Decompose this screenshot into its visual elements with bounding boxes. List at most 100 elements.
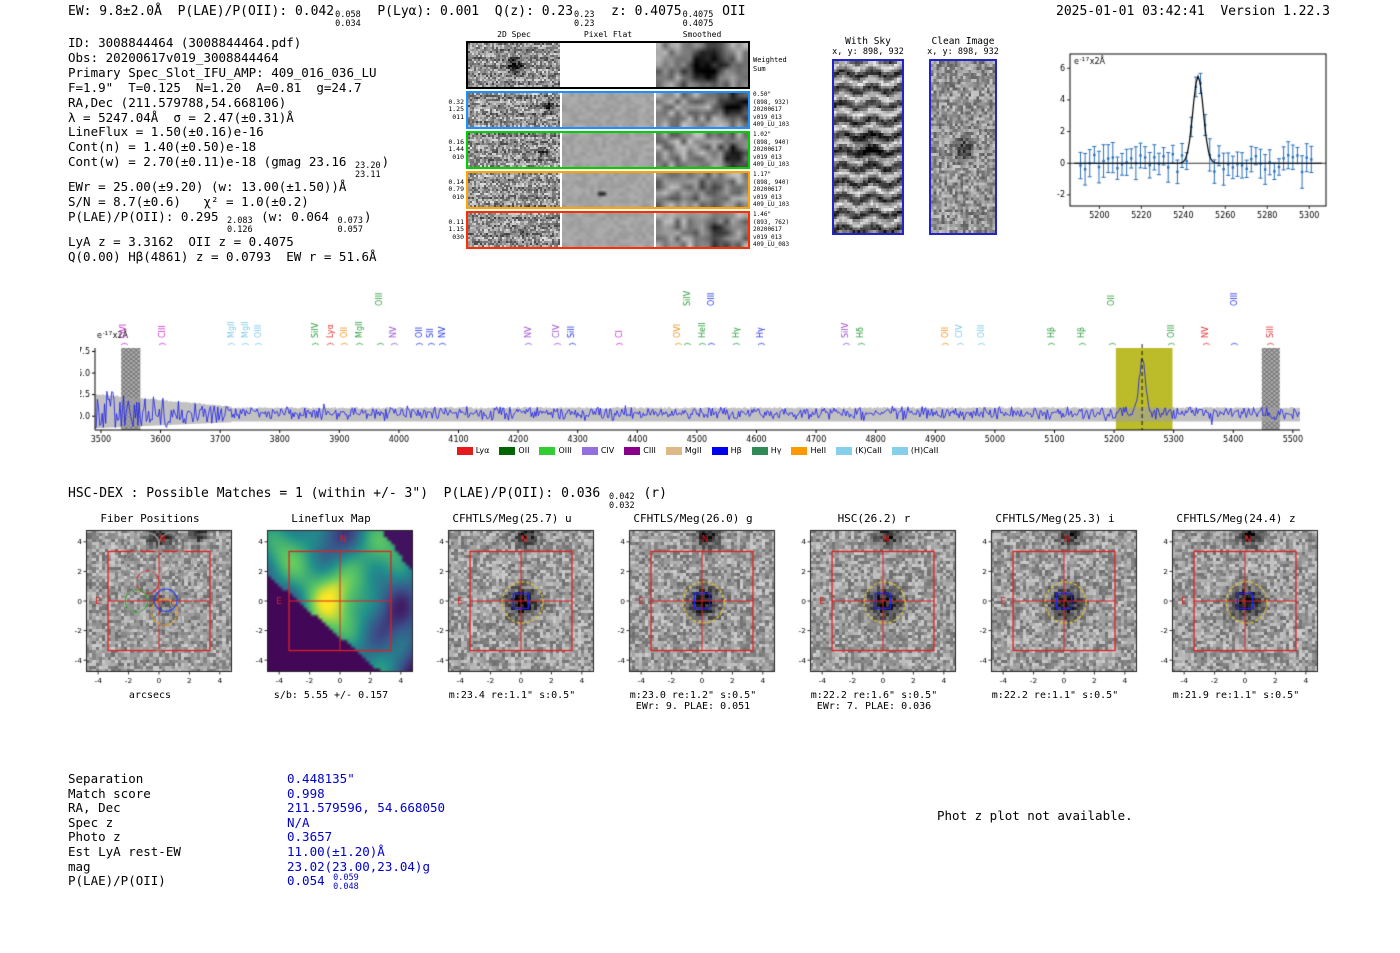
cutout-title: CFHTLS/Meg(25.7) u (452, 512, 572, 525)
info-radec: RA,Dec (211.579788,54.668106) (68, 94, 287, 110)
hscdex-error-stack: 0.042 0.032 (609, 493, 635, 511)
error-hi: 0.4075 (682, 10, 714, 20)
clean-title: Clean Image (931, 36, 995, 47)
plae-error-stack: 0.058 0.034 (335, 11, 361, 29)
info-seeing: F=1.9" T=0.125 N=1.20 A=0.81 g=24.7 (68, 79, 362, 95)
summary-plya-qz: P(Lyα): 0.001 Q(z): 0.23 (361, 4, 574, 19)
legend-swatch (891, 446, 908, 455)
info-cont-n: Cont(n) = 1.40(±0.50)e-18 (68, 139, 257, 155)
summary-z: z: 0.4075 (595, 4, 682, 19)
clean-xy: x, y: 898, 932 (927, 47, 999, 57)
legend-swatch (836, 446, 853, 455)
spectrum-legend: Lyα OII OIII CIV CIII MgII Hβ Hγ HeII (K… (95, 446, 1300, 455)
plae-stack-1: 2.083 0.126 (227, 215, 253, 235)
match-row-specz: Spec z N/A (68, 814, 310, 830)
error-lo: 23.11 (354, 170, 381, 181)
legend-label: Hβ (730, 446, 742, 455)
plae-text: P(LAE)/P(OII): 0.295 (68, 208, 227, 224)
z-band-cutout-canvas (1146, 526, 1326, 690)
info-cont-w: Cont(w) = 2.70(±0.11)e-18 (gmag 23.16 23… (68, 154, 389, 181)
hscdex-matches-line: HSC-DEX : Possible Matches = 1 (within +… (68, 486, 667, 511)
i-band-cutout-canvas (965, 526, 1145, 690)
cutout-panel-u-band: CFHTLS/Meg(25.7) u m:23.4 re:1.1" s:0.5" (422, 512, 602, 701)
r-band-cutout-canvas (784, 526, 964, 690)
legend-label: CIII (643, 446, 656, 455)
line-fit-canvas (1036, 42, 1336, 234)
match-plae-error-stack: 0.059 0.048 (333, 874, 359, 892)
legend-swatch (499, 446, 516, 455)
legend-label: OII (518, 446, 530, 455)
legend-label: Hγ (770, 446, 782, 455)
info-ewr: EWr = 25.00(±9.20) (w: 13.00(±1.50))Å (68, 179, 347, 195)
info-redshifts: LyA z = 3.3162 OII z = 0.4075 (68, 233, 294, 249)
cutout-stats: m:23.4 re:1.1" s:0.5" (448, 690, 576, 701)
spec2d-column-headers: 2D Spec Pixel Flat Smoothed (446, 30, 806, 41)
cutout-stats: m:21.9 re:1.1" s:0.5" (1172, 690, 1300, 701)
legend-item: CIII (624, 446, 656, 455)
error-lo: 0.126 (227, 224, 253, 235)
cutout-title: CFHTLS/Meg(26.0) g (633, 512, 753, 525)
col-header-2dspec: 2D Spec (497, 30, 531, 39)
clean-image-panel: Clean Image x, y: 898, 932 (924, 36, 1002, 235)
legend-item: OIII (539, 446, 572, 455)
pixel-flat-image (562, 93, 654, 127)
match-row-mag: mag 23.02(23.00,23.04)g (68, 858, 430, 874)
u-band-cutout-canvas (422, 526, 602, 690)
legend-swatch (456, 446, 473, 455)
detection-info-block: ID: 3008844464 (3008844464.pdf) Obs: 202… (68, 35, 389, 265)
fiber-weights: 0.16 1.44 010 (448, 137, 464, 161)
cutout-panel-fiber-positions: Fiber Positions arcsecs (60, 512, 240, 701)
z-error-stack: 0.4075 0.4075 (683, 11, 714, 29)
weighted-label: Weighted (753, 56, 787, 65)
error-lo: 0.23 (574, 18, 595, 29)
cutout-title: CFHTLS/Meg(24.4) z (1176, 512, 1296, 525)
cutout-panel-z-band: CFHTLS/Meg(24.4) z m:21.9 re:1.1" s:0.5" (1146, 512, 1326, 701)
cutout-xlabel: arcsecs (128, 690, 172, 701)
cutout-title: Lineflux Map (291, 512, 371, 525)
info-obs: Obs: 20200617v019_3008844464 (68, 49, 279, 65)
info-lineflux: LineFlux = 1.50(±0.16)e-16 (68, 124, 264, 140)
spec2d-strip (466, 41, 750, 89)
error-lo: 0.032 (609, 500, 635, 511)
withsky-title: With Sky (845, 36, 891, 47)
plae-close: ) (364, 208, 372, 224)
error-lo: 0.4075 (682, 18, 714, 29)
error-lo: 0.057 (337, 224, 364, 235)
smoothed-image (656, 93, 748, 127)
cutout-title: HSC(26.2) r (837, 512, 911, 525)
spec2d-fiber-row-4: 0.11 1.15 030 1.46" (893, 762) 20200617 v019_… (446, 211, 806, 249)
error-hi: 0.058 (335, 10, 361, 20)
legend-item: (H)CaII (891, 446, 938, 455)
legend-swatch (791, 446, 808, 455)
error-hi: 0.23 (574, 10, 595, 20)
legend-item: MgII (665, 446, 702, 455)
legend-swatch (539, 446, 556, 455)
legend-label: Lyα (475, 446, 490, 455)
error-hi: 2.083 (227, 215, 253, 226)
g-band-cutout-canvas (603, 526, 783, 690)
cutout-stats: m:23.0 re:1.2" s:0.5" (629, 690, 757, 701)
info-primary-spec: Primary Spec_Slot_IFU_AMP: 409_016_036_L… (68, 64, 377, 80)
fiber-weights: 0.14 0.79 010 (448, 177, 464, 201)
timestamp-version: 2025-01-01 03:42:41 Version 1.22.3 (1056, 4, 1330, 19)
weighted-sum-label: Weighted Sum (750, 41, 806, 89)
cutout-panel-r-band: HSC(26.2) r m:22.2 re:1.6" s:0.5" EWr: 7… (784, 512, 964, 712)
legend-label: HeII (810, 446, 827, 455)
cutout-panel-g-band: CFHTLS/Meg(26.0) g m:23.0 re:1.2" s:0.5"… (603, 512, 783, 712)
legend-item: (K)CaII (836, 446, 882, 455)
spec2d-fiber-row-1: 0.32 1.25 011 0.50" (898, 932) 20200617 v019_… (446, 91, 806, 129)
plae-w-text: (w: 0.064 (253, 208, 337, 224)
legend-item: Hγ (751, 446, 782, 455)
withsky-xy: x, y: 898, 932 (832, 47, 904, 57)
legend-label: OIII (558, 446, 572, 455)
legend-label: CIV (600, 446, 615, 455)
sum-label: Sum (753, 65, 766, 73)
cutout-ewr-plae: EWr: 7. PLAE: 0.036 (816, 701, 932, 712)
legend-swatch (751, 446, 768, 455)
spec2d-fiber-row-3: 0.14 0.79 010 1.17" (898, 940) 20200617 v019_… (446, 171, 806, 209)
error-lo: 0.048 (333, 882, 359, 893)
legend-item: CIV (581, 446, 615, 455)
spec2d-strip (466, 211, 750, 249)
smoothed-image (656, 43, 748, 87)
spec2d-image (468, 43, 560, 87)
